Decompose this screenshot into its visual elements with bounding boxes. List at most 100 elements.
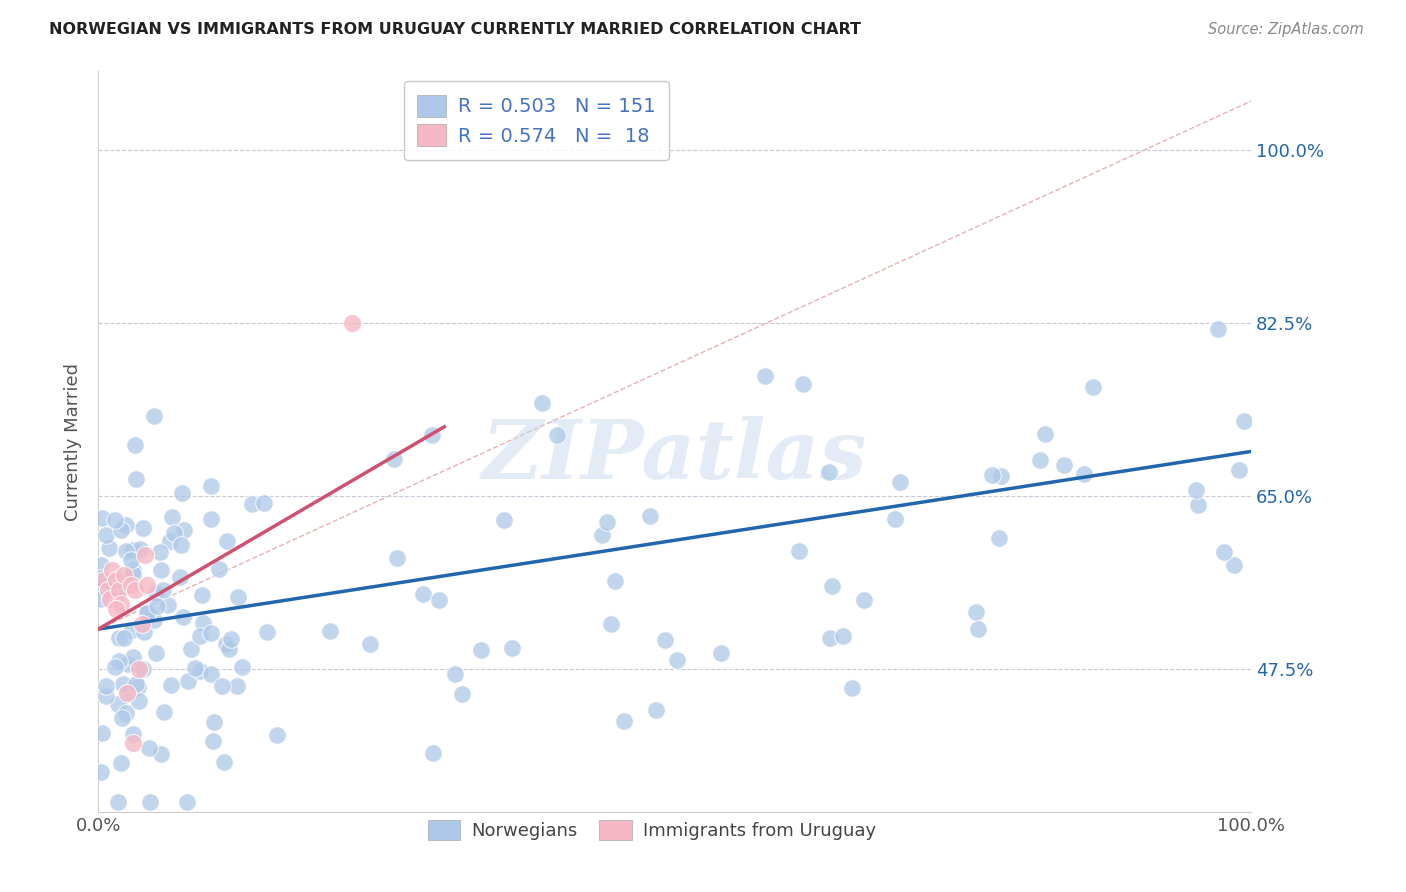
Point [90, 558, 112, 572]
Point [787, 543, 810, 558]
Point [200, 479, 222, 493]
Point [104, 513, 127, 527]
Point [89, 592, 111, 607]
Point [160, 678, 183, 692]
Point [117, 657, 139, 671]
Point [1029, 453, 1052, 467]
Point [122, 736, 145, 750]
Point [596, 515, 619, 529]
Point [152, 582, 174, 597]
Point [163, 525, 186, 540]
Point [125, 676, 148, 690]
Point [188, 629, 211, 643]
Point [149, 545, 172, 559]
Point [1206, 322, 1229, 336]
Point [451, 687, 474, 701]
Point [852, 592, 875, 607]
Point [1227, 463, 1250, 477]
Point [98, 592, 121, 607]
Point [184, 660, 207, 674]
Point [427, 593, 450, 607]
Point [173, 524, 195, 538]
Point [159, 534, 181, 549]
Point [112, 567, 135, 582]
Point [172, 610, 194, 624]
Point [385, 551, 408, 566]
Point [138, 741, 160, 756]
Point [818, 465, 841, 479]
Point [132, 521, 155, 535]
Point [97, 582, 120, 597]
Point [132, 625, 155, 640]
Text: NORWEGIAN VS IMMIGRANTS FROM URUGUAY CURRENTLY MARRIED CORRELATION CHART: NORWEGIAN VS IMMIGRANTS FROM URUGUAY CUR… [49, 22, 862, 37]
Point [142, 409, 165, 423]
Point [382, 452, 405, 467]
Point [603, 574, 626, 588]
Point [110, 598, 132, 612]
Point [613, 714, 636, 728]
Point [90, 576, 112, 591]
Point [253, 496, 276, 510]
Point [422, 747, 444, 761]
Point [180, 642, 202, 657]
Point [832, 629, 855, 643]
Point [967, 622, 990, 636]
Point [108, 582, 131, 597]
Point [107, 697, 129, 711]
Point [145, 646, 167, 660]
Point [470, 643, 492, 657]
Point [98, 541, 121, 555]
Point [1081, 380, 1104, 394]
Point [754, 369, 776, 384]
Point [117, 686, 139, 700]
Point [1073, 467, 1095, 481]
Point [160, 509, 183, 524]
Point [115, 544, 138, 558]
Point [156, 599, 179, 613]
Point [104, 602, 127, 616]
Point [114, 706, 136, 721]
Point [139, 795, 162, 809]
Point [149, 563, 172, 577]
Point [340, 316, 363, 330]
Point [1222, 558, 1244, 573]
Point [94, 689, 117, 703]
Point [121, 623, 143, 637]
Point [980, 467, 1002, 482]
Point [176, 795, 198, 809]
Point [124, 582, 146, 597]
Point [884, 511, 907, 525]
Point [256, 625, 278, 640]
Point [219, 632, 242, 646]
Point [359, 637, 381, 651]
Point [169, 570, 191, 584]
Point [1053, 458, 1076, 472]
Point [131, 617, 153, 632]
Point [120, 577, 142, 591]
Point [153, 705, 176, 719]
Point [94, 679, 117, 693]
Point [204, 714, 226, 729]
Point [112, 676, 135, 690]
Point [492, 513, 515, 527]
Point [110, 523, 132, 537]
Point [169, 538, 191, 552]
Y-axis label: Currently Married: Currently Married [63, 362, 82, 521]
Point [177, 674, 200, 689]
Point [122, 649, 145, 664]
Point [792, 377, 814, 392]
Point [208, 562, 231, 576]
Point [420, 427, 443, 442]
Point [531, 396, 554, 410]
Point [91, 726, 114, 740]
Point [149, 747, 172, 761]
Point [638, 509, 661, 524]
Point [136, 606, 159, 620]
Point [91, 581, 114, 595]
Point [501, 640, 523, 655]
Point [143, 613, 166, 627]
Point [200, 511, 222, 525]
Point [188, 664, 211, 678]
Point [170, 486, 193, 500]
Point [1187, 498, 1209, 512]
